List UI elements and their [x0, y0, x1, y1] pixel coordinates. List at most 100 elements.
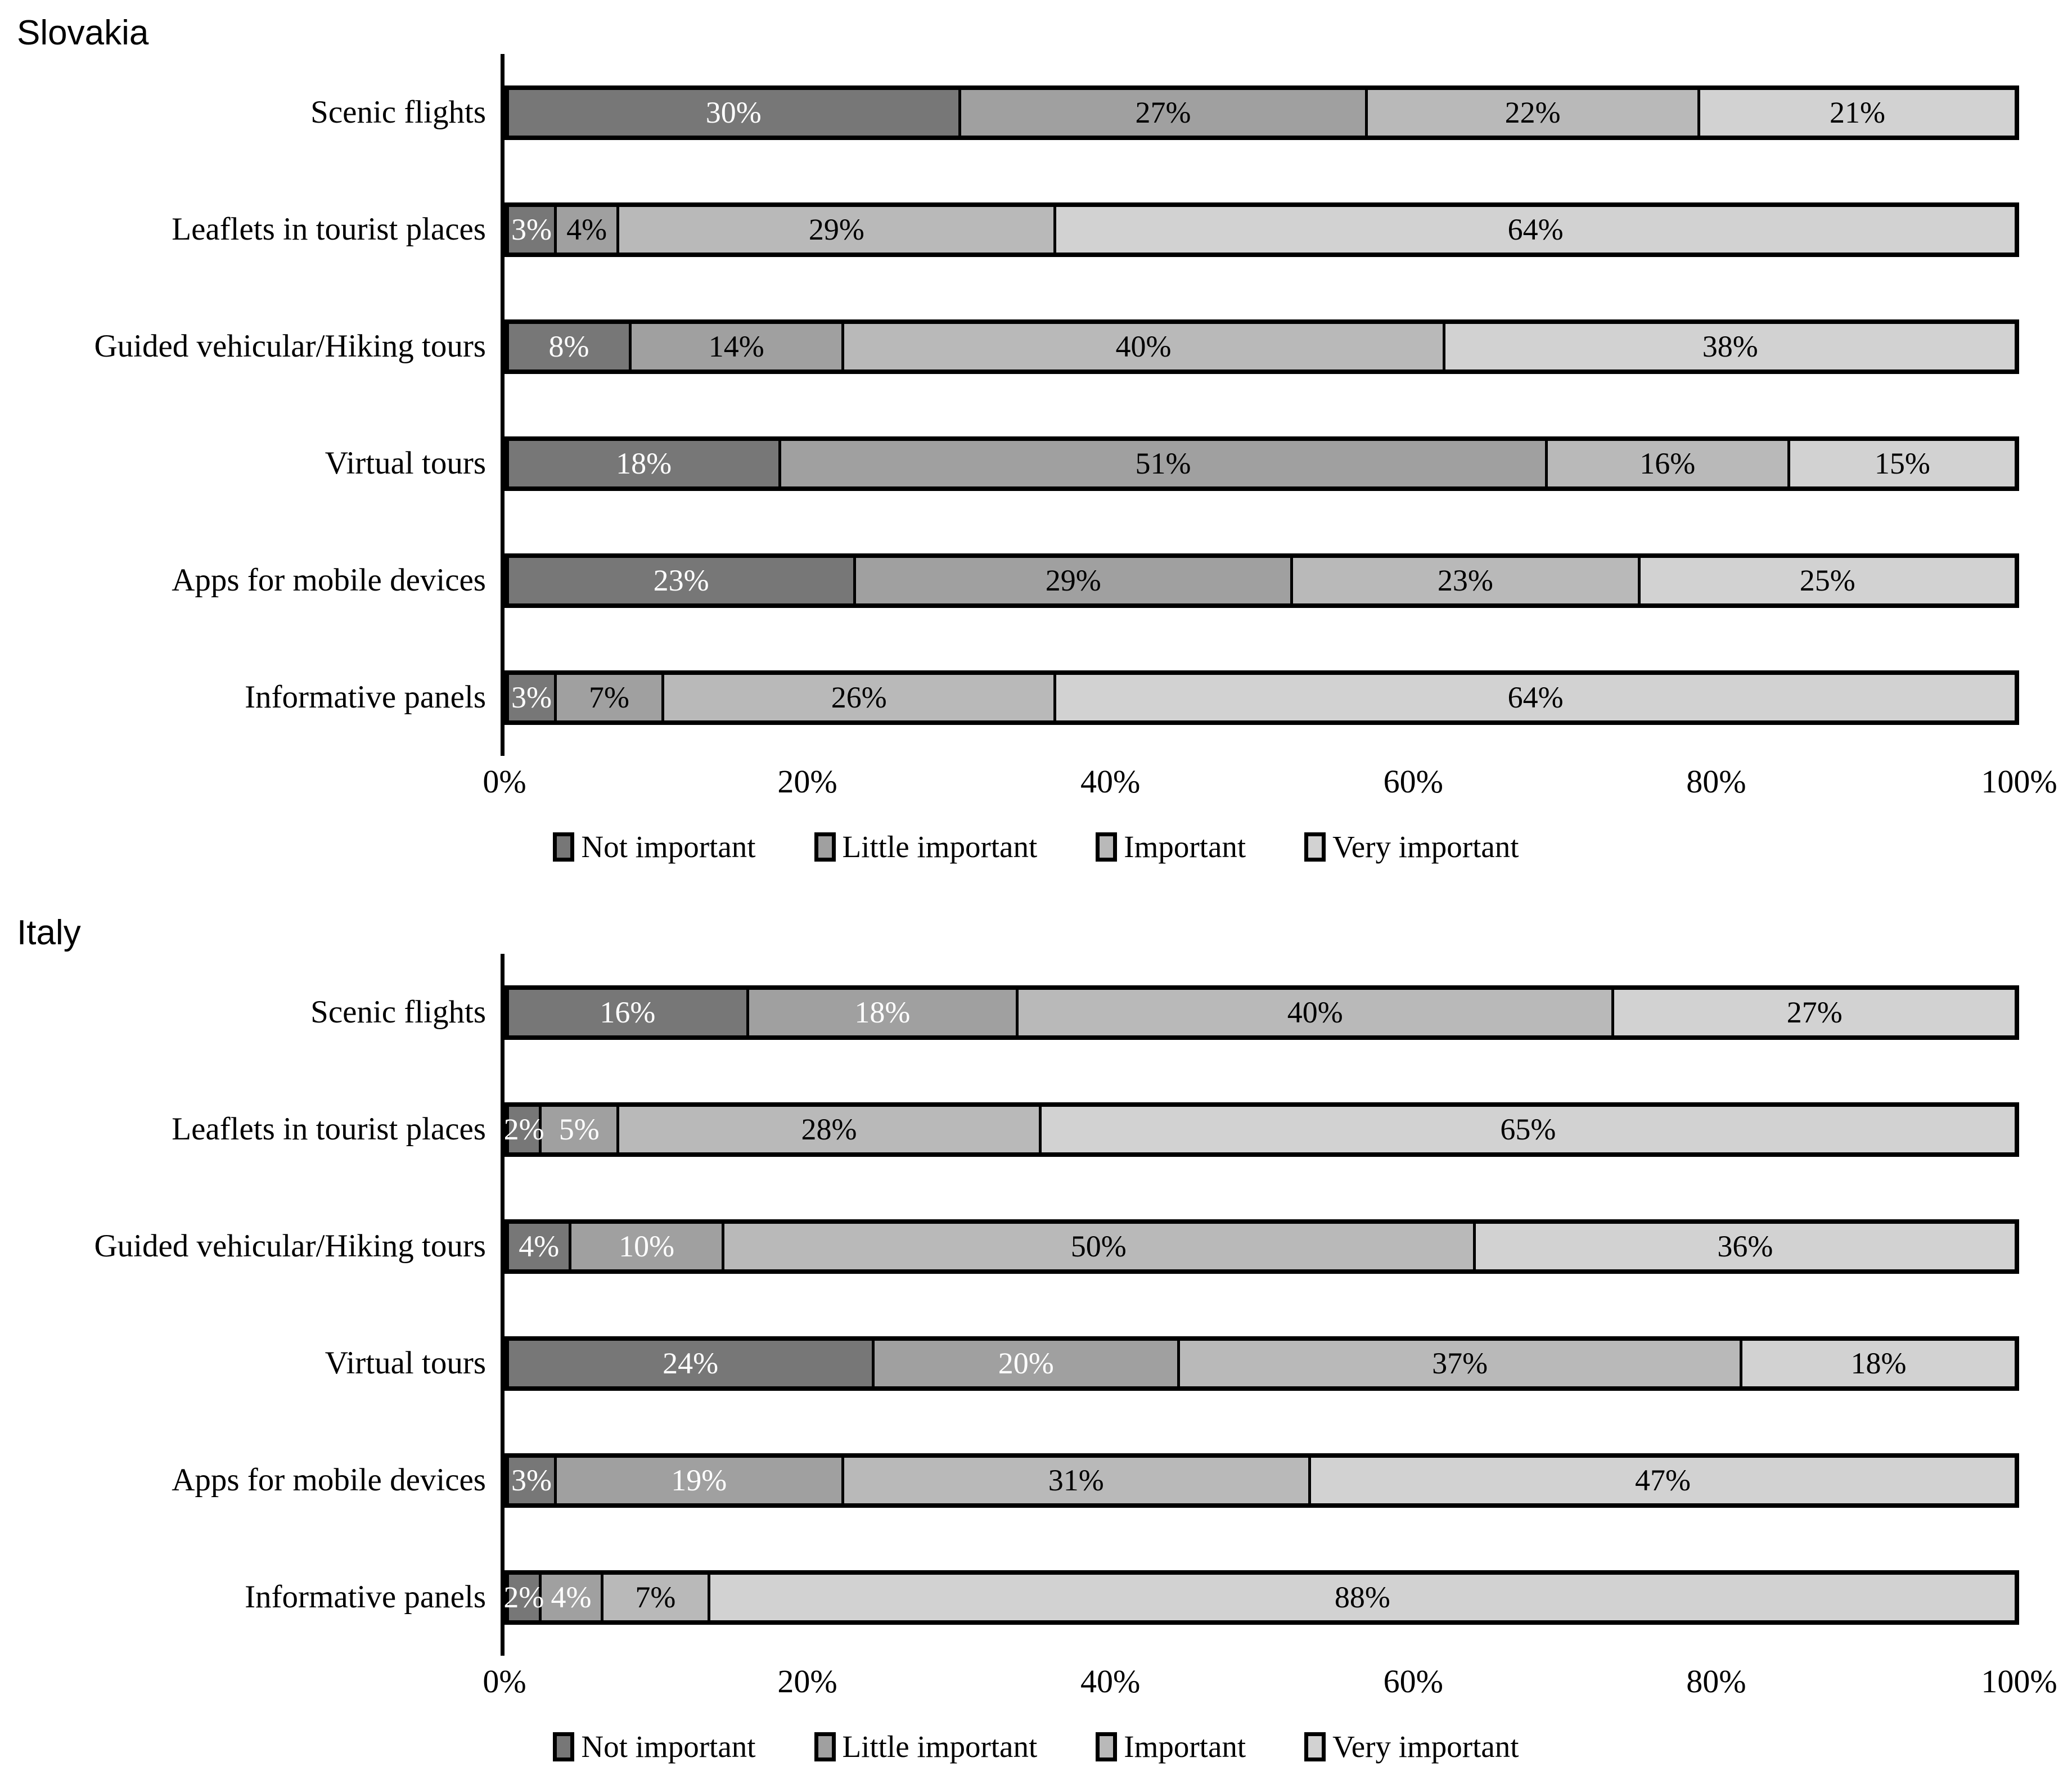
bar-segment-very-important: 65% [1038, 1106, 2015, 1152]
bar-segment-very-important: 64% [1053, 674, 2015, 720]
category-row-informative-panels: Informative panels 2% 4% 7% 88% [0, 1539, 2072, 1656]
bar-segment-not-important: 3% [509, 1457, 554, 1503]
bar-segment-little-important: 14% [628, 323, 841, 369]
bar-track: 18% 51% 16% 15% [501, 405, 2072, 522]
x-tick-80-: 80% [1686, 1663, 1746, 1700]
bar-segment-not-important: 18% [509, 440, 779, 486]
x-tick-20-: 20% [777, 1663, 837, 1700]
bar-segment-little-important: 29% [853, 557, 1291, 603]
x-tick-40-: 40% [1080, 1663, 1141, 1700]
stacked-bar-virtual-tours: 18% 51% 16% 15% [505, 436, 2019, 491]
stacked-bar-leaflets-in-tourist-places: 2% 5% 28% 65% [504, 1102, 2019, 1157]
category-label: Informative panels [245, 679, 486, 715]
bar-track: 2% 5% 28% 65% [501, 1071, 2072, 1188]
bar-segment-value: 16% [600, 995, 656, 1029]
legend-label: Very important [1332, 830, 1519, 864]
legend-item-important: Important [1096, 829, 1246, 864]
category-row-scenic-flights: Scenic flights 16% 18% 40% 27% [0, 954, 2072, 1071]
bar-segment-very-important: 36% [1472, 1223, 2015, 1269]
chart-italy: Italy Scenic flights 16% 18% 40% 27% Leaflets… [0, 912, 2072, 1764]
bar-segment-little-important: 51% [778, 440, 1545, 486]
bar-segment-important: 23% [1290, 557, 1638, 603]
bar-track: 8% 14% 40% 38% [501, 288, 2072, 405]
bar-segment-not-important: 2% [504, 1106, 544, 1152]
bar-segment-value: 64% [1507, 213, 1564, 246]
stacked-bar-virtual-tours: 24% 20% 37% 18% [505, 1336, 2019, 1391]
category-label: Virtual tours [325, 445, 486, 481]
stacked-bar-guided-vehicular-hiking-tours: 8% 14% 40% 38% [505, 319, 2019, 374]
bar-track: 3% 19% 31% 47% [501, 1422, 2072, 1539]
bar-segment-value: 26% [831, 681, 887, 714]
stacked-bar-leaflets-in-tourist-places: 3% 4% 29% 64% [505, 202, 2019, 257]
bar-segment-little-important: 19% [553, 1457, 841, 1503]
legend-marker-little-important [814, 1732, 836, 1761]
legend-marker-important [1096, 832, 1118, 862]
category-label: Leaflets in tourist places [172, 1111, 486, 1147]
legend-marker-very-important [1304, 1732, 1326, 1761]
stacked-bar-informative-panels: 2% 4% 7% 88% [503, 1570, 2019, 1625]
x-tick-60-: 60% [1383, 763, 1443, 800]
bar-segment-value: 38% [1702, 330, 1758, 363]
category-row-virtual-tours: Virtual tours 18% 51% 16% 15% [0, 405, 2072, 522]
bar-segment-value: 3% [511, 681, 552, 714]
bar-segment-value: 10% [619, 1229, 675, 1263]
chart-slovakia: Slovakia Scenic flights 30% 27% 22% 21% Leafl… [0, 12, 2072, 864]
legend-label: Little important [842, 830, 1038, 864]
legend-marker-very-important [1304, 832, 1326, 862]
stacked-bar-informative-panels: 3% 7% 26% 64% [505, 670, 2019, 725]
bar-segment-value: 3% [511, 1463, 552, 1497]
category-label: Scenic flights [310, 94, 486, 130]
category-label: Leaflets in tourist places [172, 211, 486, 247]
bar-segment-value: 51% [1135, 447, 1191, 480]
legend-label: Not important [581, 830, 756, 864]
category-row-leaflets-in-tourist-places: Leaflets in tourist places 3% 4% 29% 64% [0, 171, 2072, 288]
bar-segment-value: 16% [1639, 447, 1696, 480]
stacked-bar-apps-for-mobile-devices: 23% 29% 23% 25% [505, 553, 2019, 608]
bar-segment-important: 31% [841, 1457, 1308, 1503]
bar-segment-value: 4% [551, 1580, 592, 1614]
bar-segment-value: 30% [705, 96, 762, 129]
legend-marker-little-important [814, 832, 836, 862]
bar-segment-little-important: 20% [872, 1340, 1178, 1386]
bar-segment-value: 27% [1786, 995, 1843, 1029]
bar-segment-value: 28% [801, 1112, 857, 1146]
category-row-apps-for-mobile-devices: Apps for mobile devices 23% 29% 23% 25% [0, 522, 2072, 639]
x-tick-0-: 0% [483, 1663, 526, 1700]
x-tick-60-: 60% [1383, 1663, 1443, 1700]
legend-item-very-important: Very important [1304, 1729, 1519, 1764]
bar-segment-value: 2% [503, 1112, 544, 1146]
legend-item-important: Important [1096, 1729, 1246, 1764]
bar-segment-very-important: 38% [1443, 323, 2015, 369]
bar-segment-little-important: 4% [553, 206, 617, 253]
bar-segment-very-important: 21% [1697, 89, 2015, 136]
legend-label: Important [1124, 830, 1246, 864]
bar-segment-value: 7% [635, 1580, 676, 1614]
bar-segment-value: 36% [1717, 1229, 1773, 1263]
x-tick-0-: 0% [483, 763, 526, 800]
plot-area: Scenic flights 16% 18% 40% 27% Leaflets in to… [0, 954, 2072, 1656]
legend-label: Very important [1332, 1729, 1519, 1764]
bar-segment-not-important: 8% [509, 323, 629, 369]
x-axis: 0% 20% 40% 60% 80% 100% [483, 763, 2057, 810]
bar-segment-value: 29% [808, 213, 864, 246]
bar-segment-value: 23% [653, 564, 709, 597]
bar-segment-value: 20% [998, 1346, 1054, 1380]
bar-segment-value: 31% [1048, 1463, 1104, 1497]
bar-segment-little-important: 10% [569, 1223, 722, 1269]
bar-segment-value: 23% [1437, 564, 1493, 597]
bar-segment-value: 4% [519, 1229, 560, 1263]
category-row-guided-vehicular-hiking-tours: Guided vehicular/Hiking tours 8% 14% 40% 38% [0, 288, 2072, 405]
category-row-scenic-flights: Scenic flights 30% 27% 22% 21% [0, 54, 2072, 171]
bar-segment-important: 40% [1016, 989, 1612, 1035]
chart-title-slovakia: Slovakia [17, 13, 149, 52]
legend-marker-not-important [553, 832, 575, 862]
bar-segment-little-important: 4% [538, 1574, 601, 1620]
x-tick-100-: 100% [1981, 763, 2057, 800]
x-tick-100-: 100% [1981, 1663, 2057, 1700]
bar-segment-little-important: 7% [553, 674, 662, 720]
category-row-apps-for-mobile-devices: Apps for mobile devices 3% 19% 31% 47% [0, 1422, 2072, 1539]
bar-track: 24% 20% 37% 18% [501, 1305, 2072, 1422]
bar-segment-very-important: 88% [707, 1574, 2015, 1620]
bar-segment-value: 7% [589, 681, 630, 714]
bar-track: 4% 10% 50% 36% [501, 1188, 2072, 1305]
